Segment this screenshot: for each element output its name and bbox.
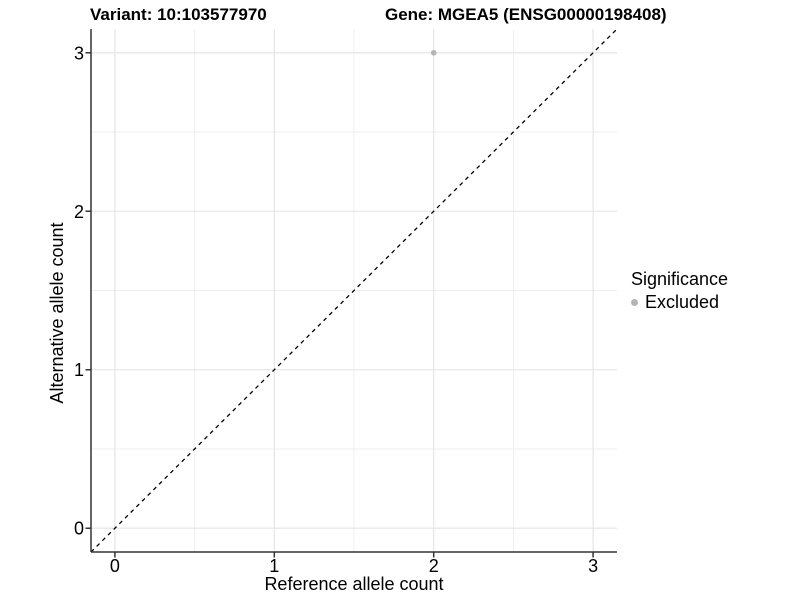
legend: Significance Excluded — [631, 269, 728, 313]
y-tick-label: 2 — [74, 202, 84, 222]
excluded-marker-icon — [631, 299, 638, 306]
plot-title-variant: Variant: 10:103577970 — [90, 5, 267, 24]
y-tick-label: 1 — [74, 360, 84, 380]
x-axis-title: Reference allele count — [264, 574, 444, 594]
identity-line — [90, 28, 618, 553]
x-tick-label: 2 — [429, 556, 439, 576]
x-tick-label: 3 — [588, 556, 598, 576]
y-tick-label: 3 — [74, 43, 84, 63]
x-tick-label: 1 — [269, 556, 279, 576]
legend-item-excluded: Excluded — [631, 292, 728, 313]
y-tick-label: 0 — [74, 519, 84, 539]
y-axis-title: Alternative allele count — [47, 222, 67, 404]
plot-title-gene: Gene: MGEA5 (ENSG00000198408) — [385, 5, 667, 24]
legend-title: Significance — [631, 269, 729, 289]
legend-item-label: Excluded — [645, 292, 720, 312]
data-point — [430, 49, 437, 56]
x-tick-label: 0 — [110, 556, 120, 576]
